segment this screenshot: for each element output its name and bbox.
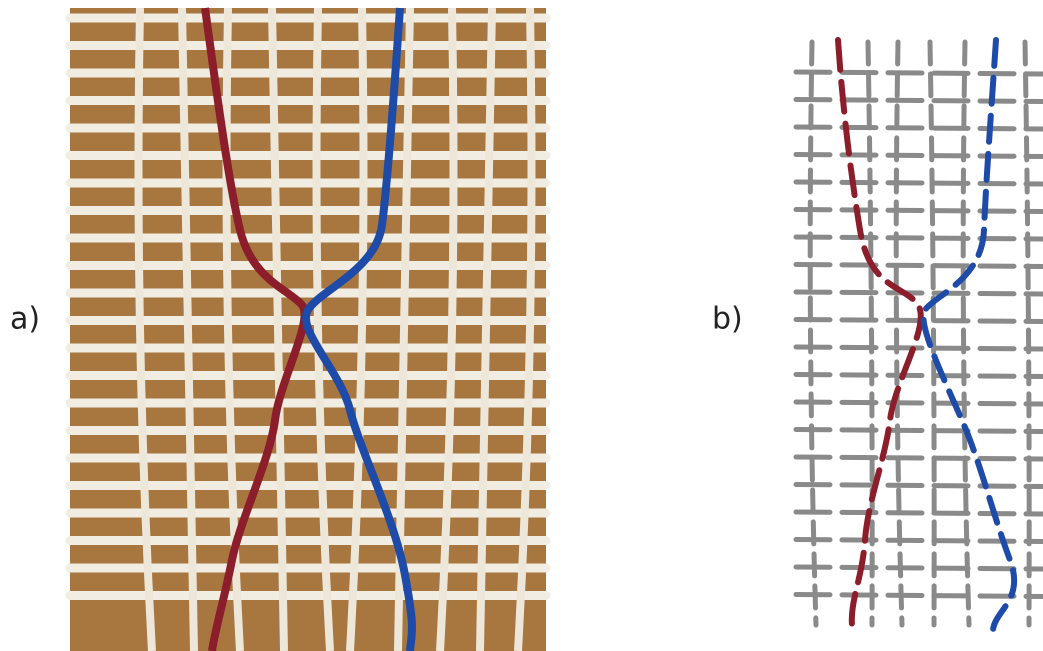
blue-line xyxy=(920,37,1018,633)
weft-line xyxy=(793,179,1043,187)
weft-line xyxy=(793,207,1043,214)
warp-line xyxy=(1022,39,1032,628)
weft-line xyxy=(793,289,1043,297)
weft-line xyxy=(793,592,1043,599)
weft-line xyxy=(793,454,1043,462)
blue-thread xyxy=(302,7,417,651)
weft-line xyxy=(793,372,1043,379)
weft-line xyxy=(793,427,1043,434)
warp-line xyxy=(960,39,972,628)
warp-thread xyxy=(268,7,288,651)
warp-thread xyxy=(178,7,198,651)
weft-line xyxy=(793,399,1043,407)
weft-line xyxy=(793,344,1043,352)
woven-drawing xyxy=(793,37,1043,633)
warp-thread xyxy=(134,7,156,651)
warp-line xyxy=(865,39,875,628)
warp-line xyxy=(893,39,905,628)
panel-label: b) xyxy=(712,302,743,337)
weft-line xyxy=(793,69,1043,77)
red-line xyxy=(835,37,924,628)
weft-line xyxy=(793,509,1043,517)
panel-label: a) xyxy=(10,302,40,337)
weft-line xyxy=(793,152,1043,159)
weft-line xyxy=(793,262,1043,269)
warp-thread xyxy=(346,7,368,651)
warp-line xyxy=(807,39,819,628)
woven-photo xyxy=(65,7,551,651)
warp-line xyxy=(927,39,937,628)
red-thread xyxy=(201,7,309,651)
weft-line xyxy=(793,564,1043,572)
weft-line xyxy=(793,234,1043,242)
weft-line xyxy=(793,97,1043,104)
warp-thread xyxy=(312,7,334,651)
warp-thread xyxy=(476,7,496,651)
weft-line xyxy=(793,124,1043,132)
warp-thread xyxy=(436,7,458,651)
warp-thread xyxy=(514,7,536,651)
weft-line xyxy=(793,482,1043,489)
